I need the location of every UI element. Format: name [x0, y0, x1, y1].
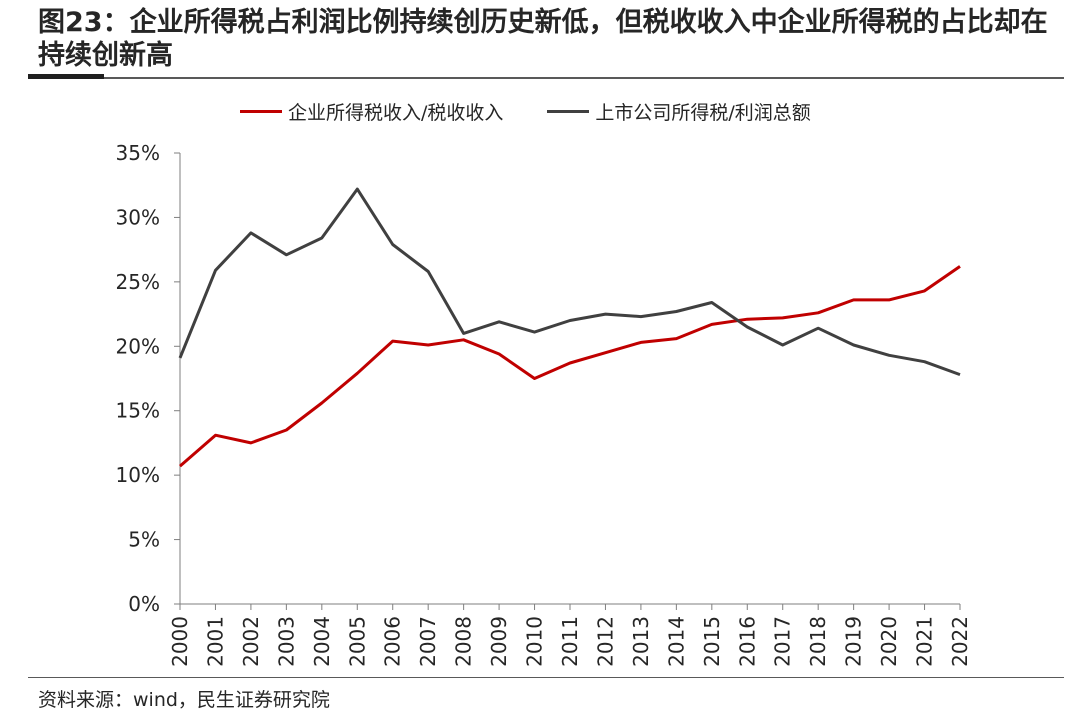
- x-tick-label: 2020: [877, 616, 901, 667]
- y-tick-label: 15%: [116, 399, 160, 423]
- x-tick-label: 2000: [168, 616, 192, 667]
- chart-series-lines: [178, 187, 961, 468]
- x-tick-label: 2010: [523, 616, 547, 667]
- x-tick-label: 2015: [700, 616, 724, 667]
- x-tick-label: 2008: [452, 616, 476, 667]
- title-divider: [28, 77, 1064, 79]
- source-divider: [28, 677, 1064, 678]
- legend-swatch-series-0: [240, 110, 282, 113]
- legend-label-series-1: 上市公司所得税/利润总额: [595, 102, 811, 124]
- chart-axes: 0% 5% 10% 15% 20% 25% 30% 35% 2000 2001 2002 2003 20…: [116, 141, 972, 667]
- legend-item-series-1: 上市公司所得税/利润总额: [547, 98, 811, 125]
- x-tick-label: 2022: [948, 616, 972, 667]
- legend-swatch-series-1: [547, 110, 590, 113]
- source-note: 资料来源：wind，民生证券研究院: [38, 689, 330, 711]
- x-tick-label: 2009: [487, 616, 511, 667]
- x-tick-label: 2013: [629, 616, 653, 667]
- x-tick-label: 2001: [203, 616, 227, 667]
- x-tick-label: 2012: [593, 616, 617, 667]
- chart-title: 图23：企业所得税占利润比例持续创历史新低，但税收收入中企业所得税的占比却在持续…: [38, 7, 1048, 71]
- y-tick-label: 30%: [116, 205, 160, 229]
- x-tick-label: 2006: [381, 616, 405, 667]
- y-tick-label: 10%: [116, 463, 160, 487]
- x-tick-label: 2019: [842, 616, 866, 667]
- x-tick-label: 2021: [913, 616, 937, 667]
- x-tick-label: 2002: [239, 616, 263, 667]
- title-divider-accent: [28, 74, 104, 79]
- legend-item-series-0: 企业所得税收入/税收收入: [240, 98, 503, 125]
- y-tick-label: 0%: [128, 592, 160, 616]
- x-tick-label: 2017: [771, 616, 795, 667]
- chart-legend: 企业所得税收入/税收收入 上市公司所得税/利润总额: [240, 98, 811, 125]
- legend-label-series-0: 企业所得税收入/税收收入: [288, 102, 504, 124]
- y-tick-label: 5%: [128, 528, 160, 552]
- x-tick-label: 2014: [664, 616, 688, 667]
- x-tick-label: 2003: [274, 616, 298, 667]
- x-tick-label: 2007: [416, 616, 440, 667]
- y-tick-label: 20%: [116, 334, 160, 358]
- y-tick-label: 35%: [116, 141, 160, 165]
- series-line-1: [178, 187, 961, 377]
- x-tick-label: 2011: [558, 616, 582, 667]
- y-tick-label: 25%: [116, 270, 160, 294]
- x-tick-label: 2004: [310, 616, 334, 667]
- series-line-0: [179, 265, 961, 468]
- x-tick-label: 2018: [806, 616, 830, 667]
- x-tick-label: 2005: [345, 616, 369, 667]
- x-tick-label: 2016: [735, 616, 759, 667]
